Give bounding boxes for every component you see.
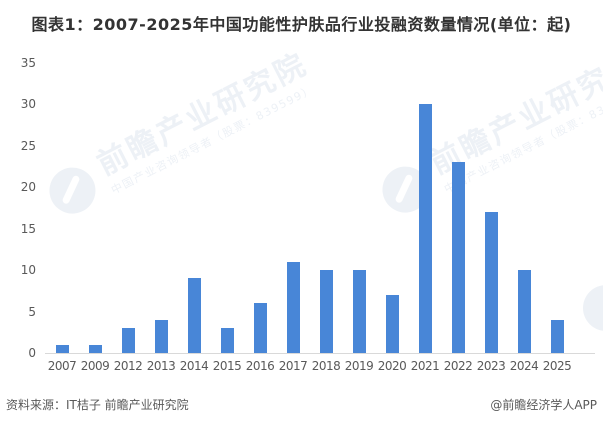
bar-2020 bbox=[385, 295, 399, 353]
bar-2024 bbox=[517, 270, 531, 353]
source-note: 资料来源：IT桔子 前瞻产业研究院 bbox=[6, 398, 189, 412]
bar-2014 bbox=[187, 278, 201, 353]
footer: 资料来源：IT桔子 前瞻产业研究院 @前瞻经济学人APP bbox=[6, 396, 597, 413]
x-tick-label-2018: 2018 bbox=[311, 359, 341, 373]
x-tick-label-2017: 2017 bbox=[278, 359, 308, 373]
y-tick-label-20: 20 bbox=[20, 180, 36, 195]
x-tick-label-2014: 2014 bbox=[179, 359, 209, 373]
y-tick-label-25: 25 bbox=[20, 138, 36, 153]
bar-2007 bbox=[55, 344, 69, 353]
x-tick-label-2024: 2024 bbox=[509, 359, 539, 373]
credit-note: @前瞻经济学人APP bbox=[490, 398, 597, 412]
bar-2025 bbox=[550, 319, 564, 353]
x-tick-label-2020: 2020 bbox=[377, 359, 407, 373]
x-tick-label-2025: 2025 bbox=[542, 359, 572, 373]
x-tick-label-2016: 2016 bbox=[245, 359, 275, 373]
bar-2022 bbox=[451, 162, 465, 353]
x-tick-label-2015: 2015 bbox=[212, 359, 242, 373]
bar-2017 bbox=[286, 261, 300, 353]
y-tick-label-30: 30 bbox=[20, 97, 36, 112]
bar-2009 bbox=[88, 344, 102, 353]
x-tick-label-2012: 2012 bbox=[113, 359, 143, 373]
y-tick-label-0: 0 bbox=[28, 346, 36, 360]
x-tick-label-2013: 2013 bbox=[146, 359, 176, 373]
bar-2012 bbox=[121, 328, 135, 353]
chart-title: 图表1：2007-2025年中国功能性护肤品行业投融资数量情况(单位：起) bbox=[31, 15, 572, 34]
plot-area bbox=[45, 63, 595, 353]
x-tick-label-2009: 2009 bbox=[80, 359, 110, 373]
x-tick-label-2007: 2007 bbox=[47, 359, 77, 373]
bar-2023 bbox=[484, 212, 498, 353]
bar-2021 bbox=[418, 104, 432, 353]
x-axis: 2007 2009 2012 2013 2014 2015 2016 2017 2018 2019… bbox=[45, 358, 595, 374]
y-tick-label-10: 10 bbox=[20, 263, 36, 278]
bar-2019 bbox=[352, 270, 366, 353]
x-axis-line bbox=[45, 353, 595, 354]
bar-2013 bbox=[154, 319, 168, 353]
bar-2015 bbox=[220, 328, 234, 353]
x-tick-label-2019: 2019 bbox=[344, 359, 374, 373]
y-tick-label-5: 5 bbox=[28, 304, 36, 319]
y-tick-label-15: 15 bbox=[20, 221, 36, 236]
y-tick-label-35: 35 bbox=[20, 56, 36, 70]
bar-2018 bbox=[319, 270, 333, 353]
x-tick-label-2022: 2022 bbox=[443, 359, 473, 373]
bar-2016 bbox=[253, 303, 267, 353]
x-tick-label-2021: 2021 bbox=[410, 359, 440, 373]
x-tick-label-2023: 2023 bbox=[476, 359, 506, 373]
